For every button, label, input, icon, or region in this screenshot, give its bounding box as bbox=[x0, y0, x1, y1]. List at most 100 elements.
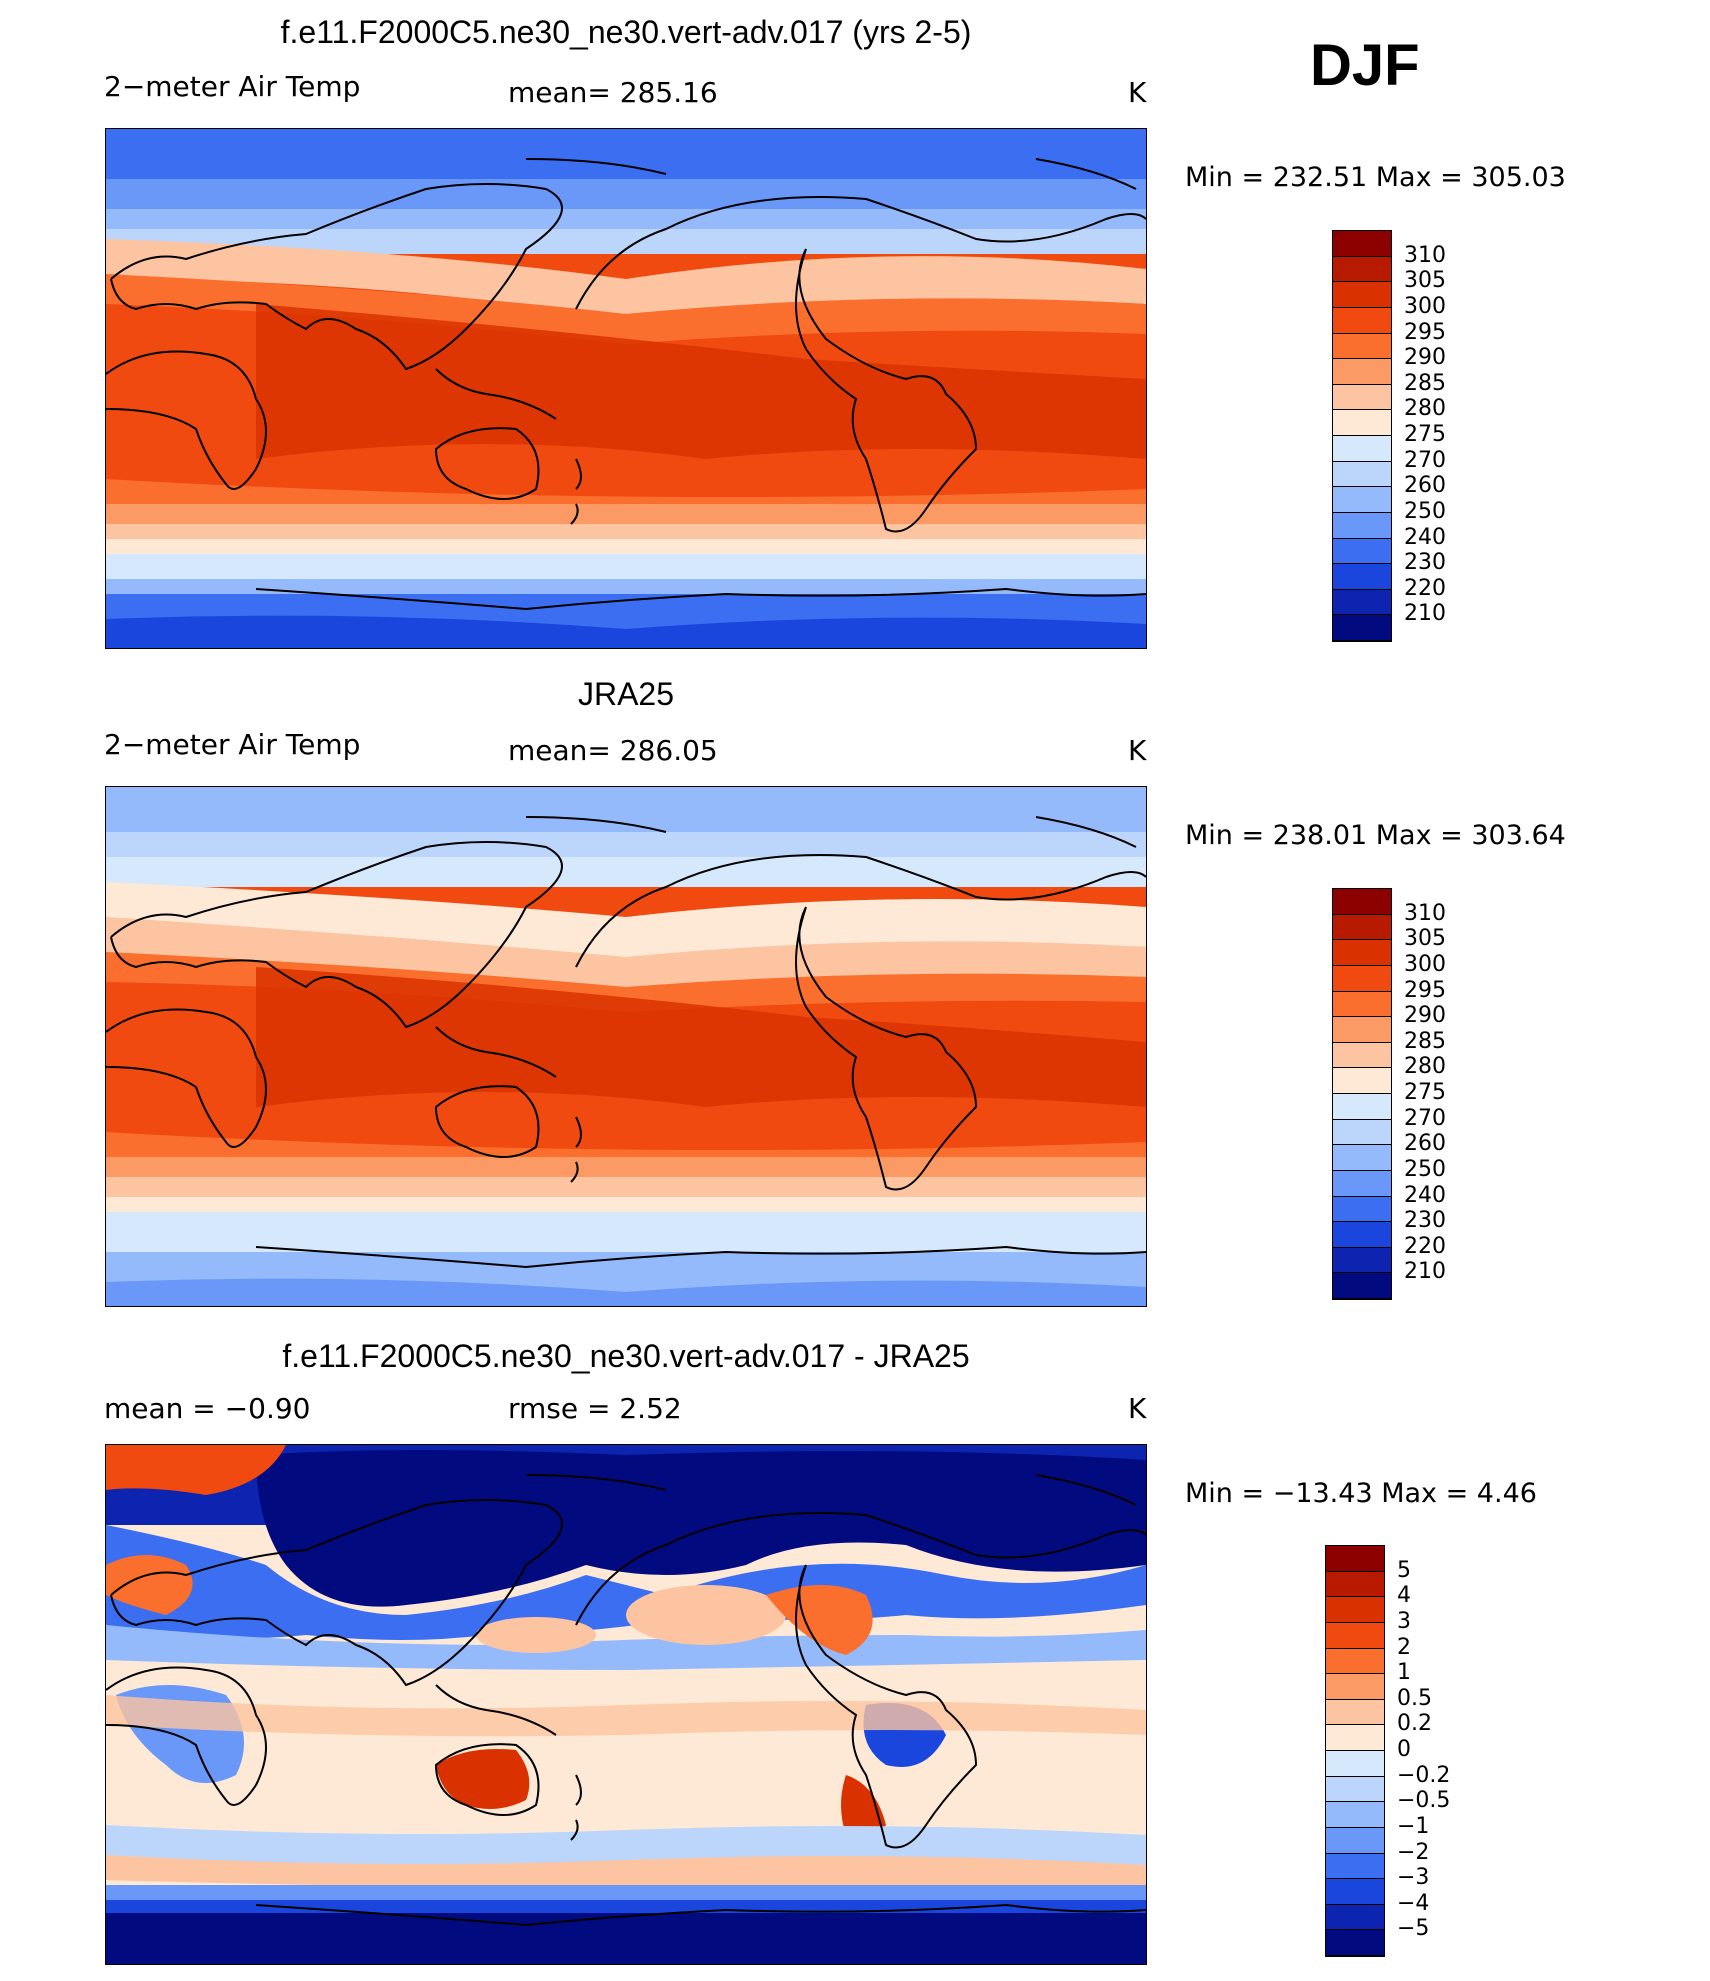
colorbar-tick-label: 290 bbox=[1404, 1003, 1446, 1029]
colorbar-tick-label: 0.5 bbox=[1397, 1685, 1432, 1711]
colorbar-swatch bbox=[1333, 461, 1391, 488]
colorbar-swatch bbox=[1333, 914, 1391, 941]
colorbar-swatch bbox=[1333, 1145, 1391, 1171]
colorbar-swatch bbox=[1333, 589, 1391, 616]
panel2-colorbar bbox=[1332, 888, 1392, 1300]
colorbar-swatch bbox=[1333, 1247, 1391, 1274]
colorbar-tick-label: 5 bbox=[1397, 1557, 1411, 1583]
colorbar-tick-label: 240 bbox=[1404, 1182, 1446, 1208]
panel1-title: f.e11.F2000C5.ne30_ne30.vert-adv.017 (yr… bbox=[280, 14, 972, 50]
colorbar-tick-label: 310 bbox=[1404, 900, 1446, 926]
panel1-minmax-label: Min = 232.51 Max = 305.03 bbox=[1185, 162, 1566, 193]
panel3-colorbar bbox=[1325, 1545, 1385, 1957]
colorbar-swatch bbox=[1333, 965, 1391, 992]
panel1-model-temperature-map bbox=[105, 128, 1147, 649]
colorbar-tick-label: 1 bbox=[1397, 1660, 1411, 1686]
colorbar-swatch bbox=[1333, 1273, 1391, 1299]
colorbar-swatch bbox=[1333, 384, 1391, 411]
colorbar-swatch bbox=[1333, 615, 1391, 641]
colorbar-swatch bbox=[1326, 1622, 1384, 1649]
colorbar-tick-label: 250 bbox=[1404, 498, 1446, 524]
colorbar-tick-label: 260 bbox=[1404, 473, 1446, 499]
colorbar-swatch bbox=[1333, 231, 1391, 257]
panel2-mean-label: mean= 286.05 bbox=[508, 734, 718, 767]
colorbar-tick-label: 295 bbox=[1404, 977, 1446, 1003]
colorbar-swatch bbox=[1333, 282, 1391, 308]
colorbar-swatch bbox=[1326, 1699, 1384, 1726]
colorbar-tick-label: −0.5 bbox=[1397, 1788, 1451, 1814]
colorbar-swatch bbox=[1333, 1196, 1391, 1223]
colorbar-swatch bbox=[1333, 1119, 1391, 1146]
colorbar-tick-label: 220 bbox=[1404, 1233, 1446, 1259]
panel2-map-graphic bbox=[105, 787, 1147, 1306]
colorbar-swatch bbox=[1333, 1170, 1391, 1197]
colorbar-swatch bbox=[1326, 1648, 1384, 1675]
colorbar-tick-label: 270 bbox=[1404, 447, 1446, 473]
colorbar-swatch bbox=[1333, 359, 1391, 385]
panel3-map-graphic bbox=[105, 1445, 1147, 1964]
colorbar-tick-label: 240 bbox=[1404, 524, 1446, 550]
colorbar-tick-label: 285 bbox=[1404, 370, 1446, 396]
colorbar-swatch bbox=[1333, 487, 1391, 513]
colorbar-tick-label: 210 bbox=[1404, 601, 1446, 627]
colorbar-swatch bbox=[1333, 256, 1391, 283]
colorbar-tick-label: 260 bbox=[1404, 1131, 1446, 1157]
colorbar-tick-label: 210 bbox=[1404, 1259, 1446, 1285]
colorbar-swatch bbox=[1333, 333, 1391, 360]
colorbar-swatch bbox=[1326, 1546, 1384, 1572]
colorbar-tick-label: 310 bbox=[1404, 242, 1446, 268]
colorbar-swatch bbox=[1333, 1222, 1391, 1248]
colorbar-tick-label: −1 bbox=[1397, 1813, 1430, 1839]
colorbar-swatch bbox=[1333, 512, 1391, 539]
colorbar-tick-label: −0.2 bbox=[1397, 1762, 1451, 1788]
colorbar-swatch bbox=[1333, 436, 1391, 462]
colorbar-tick-label: −2 bbox=[1397, 1839, 1430, 1865]
colorbar-swatch bbox=[1326, 1802, 1384, 1828]
colorbar-tick-label: 300 bbox=[1404, 951, 1446, 977]
colorbar-tick-label: 305 bbox=[1404, 926, 1446, 952]
colorbar-swatch bbox=[1326, 1930, 1384, 1956]
colorbar-swatch bbox=[1333, 1017, 1391, 1043]
colorbar-swatch bbox=[1326, 1674, 1384, 1700]
colorbar-tick-label: 230 bbox=[1404, 550, 1446, 576]
colorbar-swatch bbox=[1333, 538, 1391, 565]
colorbar-tick-label: 275 bbox=[1404, 422, 1446, 447]
colorbar-tick-label: 285 bbox=[1404, 1028, 1446, 1054]
colorbar-tick-label: 250 bbox=[1404, 1156, 1446, 1182]
panel2-reanalysis-temperature-map bbox=[105, 786, 1147, 1307]
colorbar-swatch bbox=[1326, 1751, 1384, 1777]
panel1-units-label: K bbox=[1128, 76, 1147, 109]
colorbar-tick-label: −4 bbox=[1397, 1890, 1430, 1916]
colorbar-swatch bbox=[1333, 889, 1391, 915]
colorbar-tick-label: 295 bbox=[1404, 319, 1446, 345]
panel1-variable-label: 2−meter Air Temp bbox=[104, 70, 361, 103]
colorbar-tick-label: 0.2 bbox=[1397, 1711, 1432, 1737]
panel1-map-graphic bbox=[105, 129, 1147, 648]
panel2-minmax-label: Min = 238.01 Max = 303.64 bbox=[1185, 820, 1566, 851]
colorbar-swatch bbox=[1333, 564, 1391, 590]
colorbar-tick-label: 275 bbox=[1404, 1080, 1446, 1105]
panel3-difference-map bbox=[105, 1444, 1147, 1965]
panel3-mean-label: mean = −0.90 bbox=[104, 1392, 311, 1425]
colorbar-swatch bbox=[1333, 1094, 1391, 1120]
panel2-title: JRA25 bbox=[577, 676, 675, 712]
colorbar-tick-label: 0 bbox=[1397, 1737, 1411, 1762]
colorbar-tick-label: 220 bbox=[1404, 575, 1446, 601]
colorbar-swatch bbox=[1333, 410, 1391, 436]
colorbar-swatch bbox=[1326, 1904, 1384, 1931]
colorbar-swatch bbox=[1326, 1879, 1384, 1905]
colorbar-swatch bbox=[1326, 1597, 1384, 1623]
colorbar-tick-label: 305 bbox=[1404, 268, 1446, 294]
colorbar-swatch bbox=[1333, 1042, 1391, 1069]
colorbar-tick-label: 2 bbox=[1397, 1634, 1411, 1660]
panel1-colorbar bbox=[1332, 230, 1392, 642]
colorbar-tick-label: 290 bbox=[1404, 345, 1446, 371]
colorbar-tick-label: 280 bbox=[1404, 396, 1446, 422]
colorbar-tick-label: 270 bbox=[1404, 1105, 1446, 1131]
colorbar-tick-label: 3 bbox=[1397, 1608, 1411, 1634]
panel3-rmse-label: rmse = 2.52 bbox=[508, 1392, 682, 1425]
colorbar-swatch bbox=[1333, 307, 1391, 334]
colorbar-tick-label: 4 bbox=[1397, 1583, 1411, 1609]
colorbar-tick-label: −5 bbox=[1397, 1916, 1430, 1942]
colorbar-swatch bbox=[1333, 940, 1391, 966]
